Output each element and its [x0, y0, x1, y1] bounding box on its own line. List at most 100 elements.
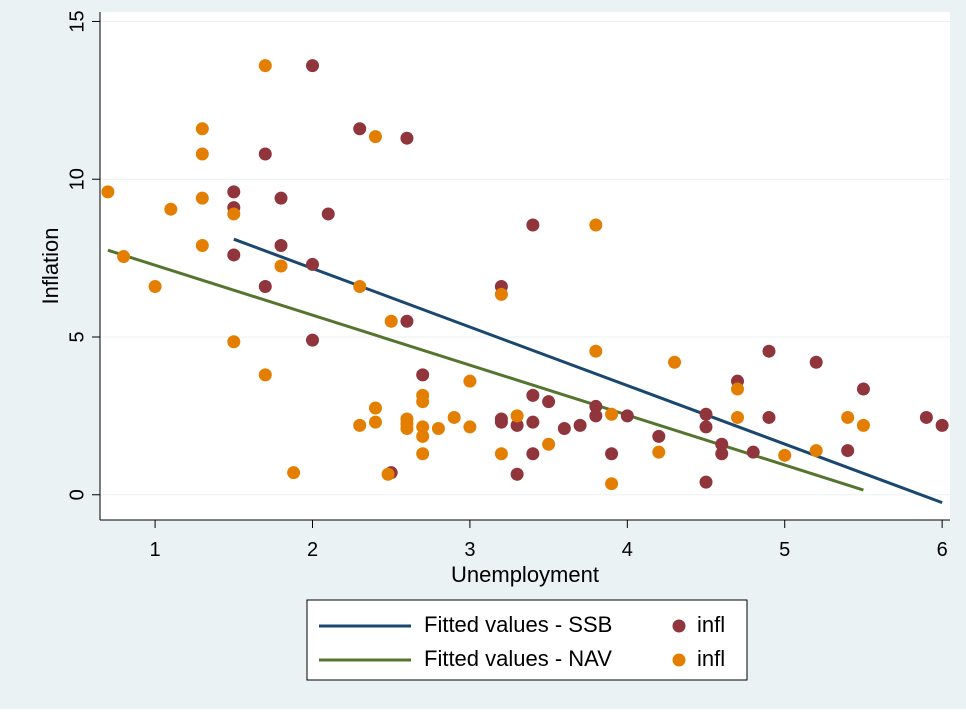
y-tick-label: 5	[66, 331, 88, 342]
point-ssb	[762, 410, 776, 424]
point-nav	[605, 407, 619, 421]
point-nav	[652, 445, 666, 459]
point-nav	[148, 280, 162, 294]
x-tick-label: 4	[622, 539, 633, 561]
point-ssb	[526, 415, 540, 429]
point-ssb	[306, 333, 319, 347]
fitted-line-nav	[107, 248, 864, 492]
point-nav	[258, 59, 272, 73]
y-axis-label: Inflation	[38, 227, 63, 304]
point-ssb	[699, 475, 713, 489]
point-nav	[731, 410, 744, 424]
point-ssb	[258, 280, 272, 294]
point-nav	[368, 130, 382, 144]
point-nav	[856, 418, 870, 432]
point-ssb	[510, 418, 524, 432]
point-ssb	[809, 355, 823, 369]
legend-label: infl	[697, 612, 725, 637]
point-nav	[400, 421, 414, 435]
point-ssb	[841, 444, 855, 458]
point-nav	[463, 374, 477, 388]
point-nav	[542, 437, 556, 451]
legend-marker-swatch	[672, 619, 686, 633]
legend-label: infl	[697, 646, 725, 671]
grid-lines	[100, 20, 950, 496]
point-ssb	[699, 420, 713, 434]
point-ssb	[856, 382, 870, 396]
point-nav	[227, 207, 241, 221]
point-ssb	[605, 447, 619, 461]
point-ssb	[542, 395, 556, 409]
point-nav	[195, 147, 209, 161]
point-nav	[353, 418, 367, 432]
y-tick-label: 15	[66, 10, 88, 32]
point-nav	[381, 467, 395, 481]
point-ssb	[306, 59, 319, 73]
point-nav	[731, 382, 744, 396]
point-nav	[274, 259, 288, 273]
point-ssb	[510, 467, 524, 481]
point-ssb	[400, 314, 414, 328]
point-nav	[841, 410, 855, 424]
point-nav	[195, 238, 209, 252]
point-ssb	[620, 409, 634, 423]
point-nav	[416, 447, 430, 461]
point-nav	[368, 415, 382, 429]
point-ssb	[589, 409, 603, 423]
point-nav	[287, 466, 301, 480]
point-nav	[195, 191, 209, 205]
point-ssb	[306, 257, 319, 271]
fitted-line-ssb	[233, 237, 943, 505]
point-ssb	[935, 418, 949, 432]
legend-marker-swatch	[672, 653, 686, 667]
axes: 1 2 3 4 5 6 0 5 10 15	[66, 10, 950, 561]
point-nav	[447, 410, 461, 424]
point-ssb	[353, 122, 367, 136]
x-tick-label: 5	[779, 539, 790, 561]
point-ssb	[227, 248, 241, 262]
x-tick-label: 3	[464, 539, 475, 561]
point-ssb	[400, 131, 414, 145]
point-ssb	[573, 418, 587, 432]
legend-label: Fitted values - SSB	[424, 612, 612, 637]
point-nav	[101, 185, 115, 199]
point-ssb	[699, 407, 713, 421]
point-nav	[416, 429, 430, 443]
point-ssb	[715, 447, 729, 461]
point-ssb	[494, 415, 508, 429]
point-nav	[164, 202, 178, 216]
y-tick-label: 10	[66, 168, 88, 190]
point-ssb	[762, 344, 776, 358]
point-ssb	[557, 421, 571, 435]
point-ssb	[715, 437, 729, 451]
y-tick-label: 0	[66, 489, 88, 500]
point-nav	[510, 409, 524, 423]
point-nav	[416, 420, 430, 434]
point-ssb	[416, 368, 430, 382]
point-nav	[605, 477, 619, 491]
point-nav	[494, 447, 508, 461]
x-tick-label: 2	[307, 539, 318, 561]
point-nav	[368, 401, 382, 415]
x-axis-label: Unemployment	[451, 562, 599, 587]
point-nav	[384, 314, 398, 328]
point-ssb	[526, 388, 540, 402]
x-tick-label: 1	[150, 539, 161, 561]
point-ssb	[526, 447, 540, 461]
point-nav	[416, 395, 430, 409]
point-nav	[353, 280, 367, 294]
point-nav	[431, 421, 445, 435]
point-ssb	[652, 429, 666, 443]
point-nav	[589, 218, 603, 232]
point-ssb	[589, 399, 603, 413]
legend-label: Fitted values - NAV	[424, 646, 612, 671]
legend-box	[306, 599, 748, 681]
point-nav	[463, 420, 477, 434]
point-ssb	[227, 185, 241, 199]
point-ssb	[274, 238, 288, 252]
point-ssb	[258, 147, 272, 161]
point-ssb	[321, 207, 335, 221]
legend: Fitted values - SSB infl Fitted values - N…	[306, 599, 748, 681]
point-nav	[258, 368, 272, 382]
